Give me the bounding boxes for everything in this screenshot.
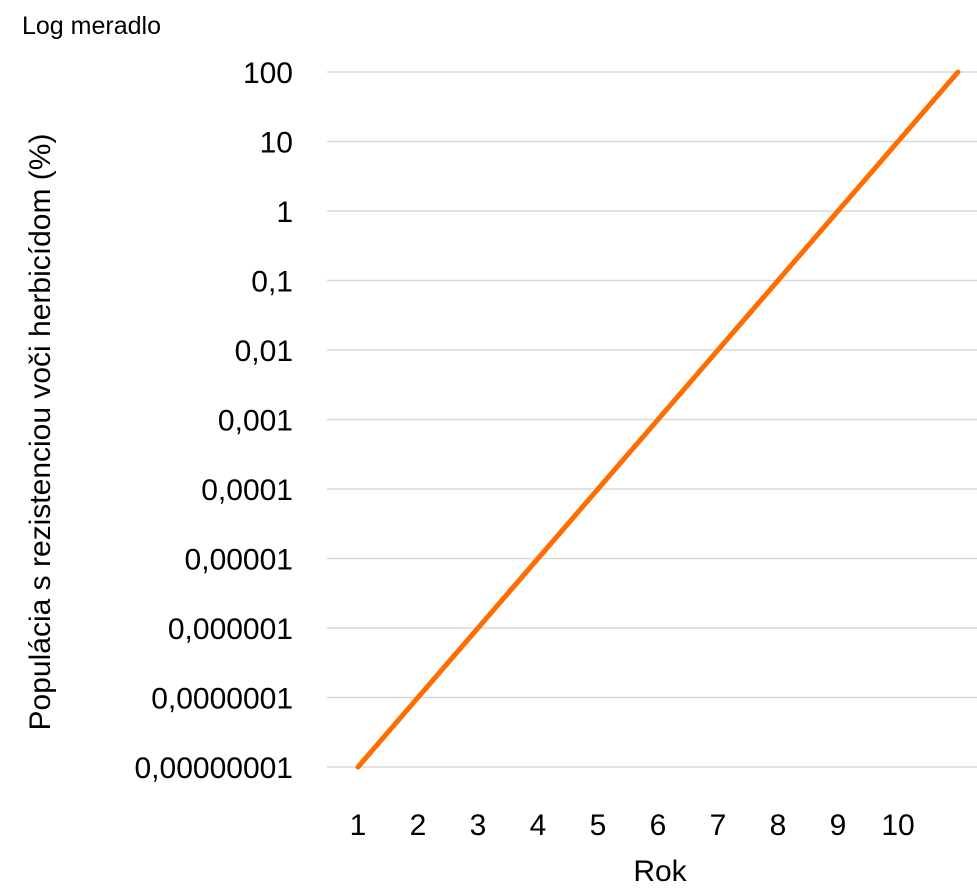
y-tick-label: 0,000001	[168, 613, 293, 646]
y-tick-label: 0,00001	[185, 544, 293, 577]
series-line	[355, 69, 961, 770]
y-tick-label: 0,00000001	[135, 752, 294, 785]
x-tick-label: 10	[881, 809, 914, 842]
y-tick-label: 0,01	[235, 335, 293, 368]
gridlines	[327, 71, 977, 768]
y-tick-label: 10	[260, 127, 293, 160]
x-tick-label: 1	[350, 809, 367, 842]
x-axis-ticks: 1 2 3 4 5 6 7 8 9 10	[350, 809, 915, 842]
x-tick-label: 9	[830, 809, 847, 842]
y-tick-label: 0,0000001	[151, 683, 293, 716]
x-tick-label: 7	[710, 809, 727, 842]
y-axis-ticks: 100 10 1 0,1 0,01 0,001 0,0001 0,00001 0,000001 0…	[135, 57, 294, 785]
scale-note: Log meradlo	[22, 12, 161, 40]
x-tick-label: 4	[530, 809, 547, 842]
y-tick-label: 0,001	[218, 405, 293, 438]
y-tick-label: 0,0001	[201, 474, 293, 507]
x-axis-title: Rok	[633, 855, 687, 888]
y-tick-label: 0,1	[251, 266, 293, 299]
x-tick-label: 6	[650, 809, 667, 842]
x-tick-label: 3	[470, 809, 487, 842]
x-tick-label: 5	[590, 809, 607, 842]
y-axis-title: Populácia s rezistenciou voči herbicídom…	[24, 134, 57, 731]
y-tick-label: 100	[243, 57, 293, 90]
x-tick-label: 8	[770, 809, 787, 842]
y-tick-label: 1	[276, 196, 293, 229]
x-tick-label: 2	[410, 809, 427, 842]
series-layer	[355, 69, 961, 770]
